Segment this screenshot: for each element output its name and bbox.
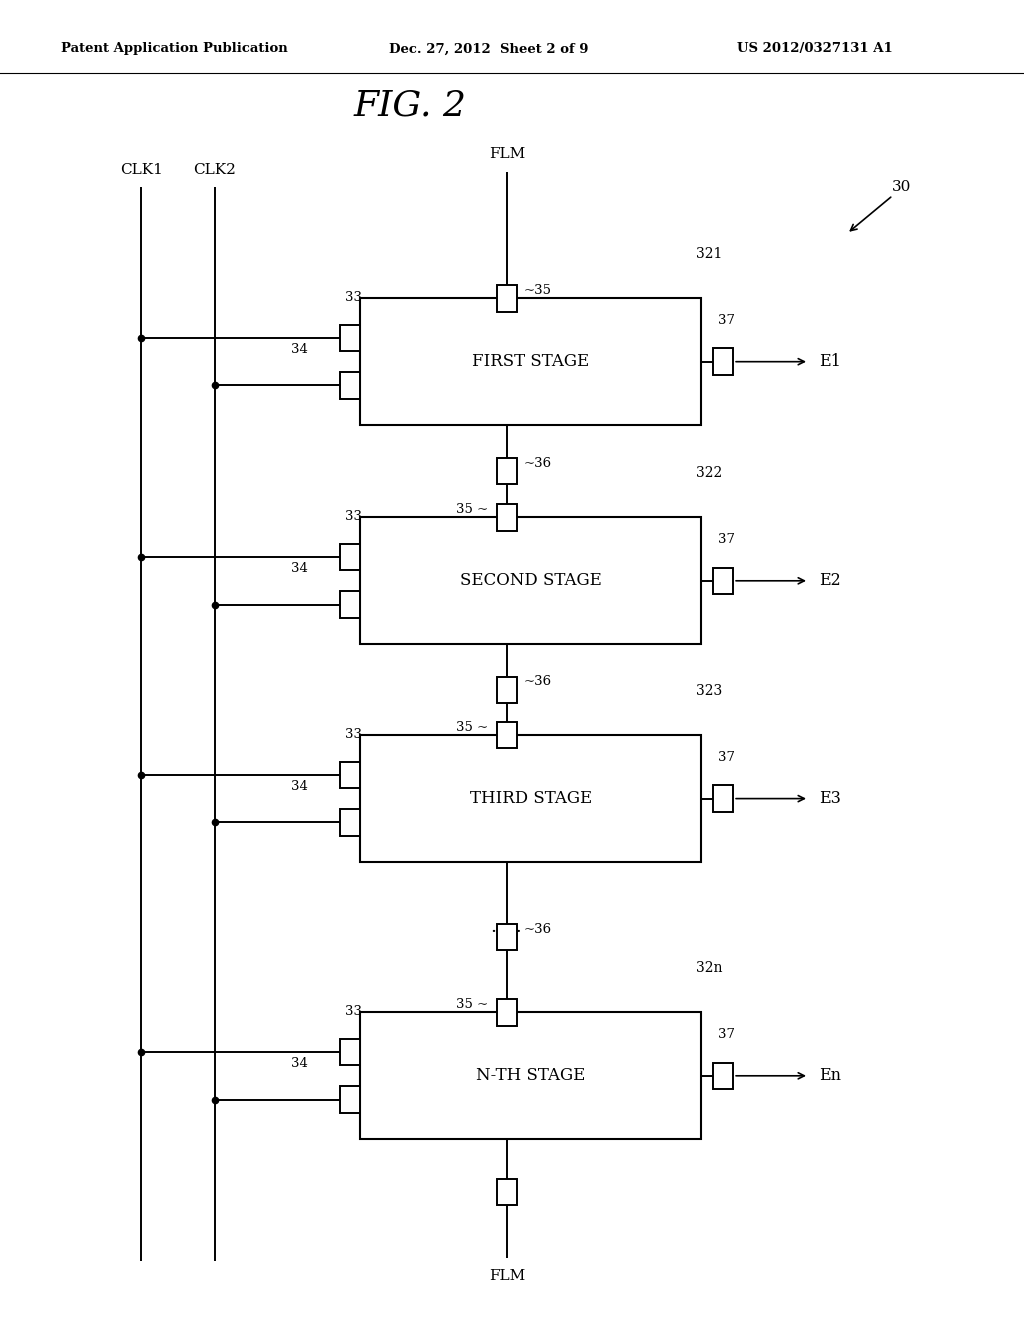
Text: 33: 33 [345,1005,361,1018]
Text: 321: 321 [696,247,723,261]
Bar [360,1012,701,1139]
Text: 34: 34 [291,1057,307,1071]
Bar [340,372,360,399]
Text: E1: E1 [819,354,841,370]
Text: Dec. 27, 2012  Sheet 2 of 9: Dec. 27, 2012 Sheet 2 of 9 [389,42,589,55]
Bar [497,999,517,1026]
Text: SECOND STAGE: SECOND STAGE [460,573,602,589]
Text: 35 ~: 35 ~ [457,503,488,516]
Text: FLM: FLM [488,147,525,161]
Bar [360,735,701,862]
Text: FIG. 2: FIG. 2 [353,88,466,123]
Bar [713,785,733,812]
Text: 323: 323 [696,684,723,698]
Bar [360,517,701,644]
Text: ~36: ~36 [523,923,551,936]
Bar [340,1039,360,1065]
Text: FIRST STAGE: FIRST STAGE [472,354,590,370]
Text: 322: 322 [696,466,723,480]
Bar [497,458,517,484]
Text: 37: 37 [718,314,734,327]
Bar [497,924,517,950]
Text: 33: 33 [345,510,361,523]
Text: 34: 34 [291,343,307,356]
Text: 32n: 32n [696,961,723,975]
Text: Patent Application Publication: Patent Application Publication [61,42,288,55]
Text: 30: 30 [892,181,910,194]
Text: 37: 37 [718,1028,734,1041]
Text: 33: 33 [345,727,361,741]
Text: E2: E2 [819,573,841,589]
Bar [340,325,360,351]
Bar [713,348,733,375]
Text: 34: 34 [291,780,307,793]
Text: N-TH STAGE: N-TH STAGE [476,1068,586,1084]
Bar [340,544,360,570]
Text: E3: E3 [819,791,841,807]
Bar [360,298,701,425]
Bar [497,722,517,748]
Bar [497,504,517,531]
Bar [340,762,360,788]
Bar [713,1063,733,1089]
Text: · · ·: · · · [492,923,522,941]
Bar [340,591,360,618]
Text: FLM: FLM [488,1269,525,1283]
Text: ~35: ~35 [523,284,551,297]
Bar [340,1086,360,1113]
Text: THIRD STAGE: THIRD STAGE [470,791,592,807]
Text: 34: 34 [291,562,307,576]
Bar [497,285,517,312]
Text: En: En [819,1068,841,1084]
Text: 33: 33 [345,290,361,304]
Bar [713,568,733,594]
Bar [497,1179,517,1205]
Text: US 2012/0327131 A1: US 2012/0327131 A1 [737,42,893,55]
Text: ~36: ~36 [523,676,551,688]
Text: 37: 37 [718,751,734,764]
Text: 37: 37 [718,533,734,546]
Text: 35 ~: 35 ~ [457,721,488,734]
Bar [340,809,360,836]
Text: CLK2: CLK2 [194,162,237,177]
Text: 35 ~: 35 ~ [457,998,488,1011]
Text: CLK1: CLK1 [120,162,163,177]
Bar [497,676,517,702]
Text: ~36: ~36 [523,457,551,470]
